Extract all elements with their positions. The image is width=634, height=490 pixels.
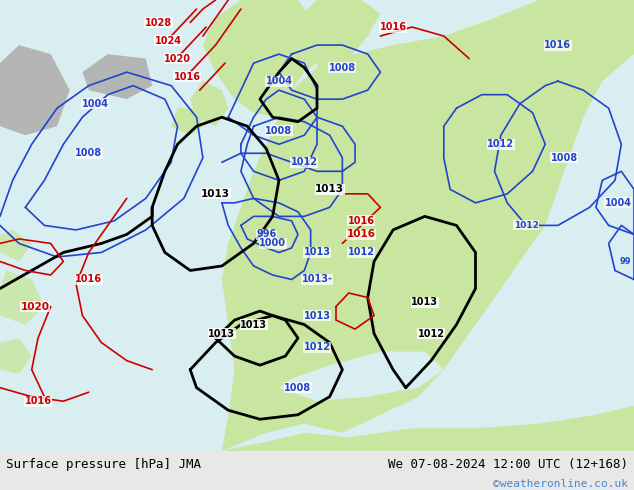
Polygon shape — [82, 54, 152, 99]
Text: 1013: 1013 — [411, 297, 438, 307]
Text: 1013: 1013 — [304, 311, 330, 320]
Text: 99: 99 — [619, 257, 631, 266]
Text: 1013: 1013 — [304, 247, 330, 257]
Text: 1004: 1004 — [82, 98, 108, 109]
Text: 1016: 1016 — [75, 274, 102, 285]
Polygon shape — [171, 108, 203, 135]
Text: We 07-08-2024 12:00 UTC (12+168): We 07-08-2024 12:00 UTC (12+168) — [387, 458, 628, 471]
Text: 1008: 1008 — [551, 153, 578, 163]
Text: 1012: 1012 — [418, 329, 444, 339]
Text: 1008: 1008 — [75, 148, 102, 158]
Text: 1008: 1008 — [266, 126, 292, 136]
Text: 1008: 1008 — [285, 383, 311, 392]
Polygon shape — [222, 0, 634, 451]
Text: 1020: 1020 — [164, 53, 191, 64]
Text: 1012: 1012 — [348, 247, 375, 257]
Text: 1013: 1013 — [315, 184, 344, 195]
Text: 1016: 1016 — [174, 72, 200, 82]
Text: 1016: 1016 — [545, 40, 571, 50]
Text: 1016: 1016 — [347, 229, 376, 240]
Text: 1012: 1012 — [488, 139, 514, 149]
Text: 1013: 1013 — [240, 319, 267, 330]
Polygon shape — [190, 406, 634, 451]
Polygon shape — [298, 0, 380, 72]
Text: 1012: 1012 — [514, 221, 539, 230]
Polygon shape — [0, 230, 32, 262]
Text: 1004: 1004 — [266, 76, 292, 86]
Text: 1024: 1024 — [155, 36, 181, 46]
Text: 1012: 1012 — [304, 342, 330, 352]
Text: 1004: 1004 — [605, 198, 631, 208]
Polygon shape — [0, 270, 44, 324]
Text: ©weatheronline.co.uk: ©weatheronline.co.uk — [493, 479, 628, 489]
Text: 1013: 1013 — [209, 329, 235, 339]
Text: 1016: 1016 — [25, 396, 51, 406]
Text: Surface pressure [hPa] JMA: Surface pressure [hPa] JMA — [6, 458, 202, 471]
Polygon shape — [203, 0, 330, 117]
Text: 1013: 1013 — [201, 189, 230, 199]
Polygon shape — [0, 338, 32, 374]
Text: 1028: 1028 — [145, 18, 172, 27]
Text: 1008: 1008 — [329, 63, 356, 73]
Text: 1013-: 1013- — [302, 274, 332, 285]
Text: 996: 996 — [256, 229, 276, 240]
Polygon shape — [190, 81, 228, 126]
Text: 1012: 1012 — [291, 157, 318, 167]
Text: 1000: 1000 — [259, 239, 286, 248]
Text: 1016: 1016 — [348, 216, 375, 226]
Text: 1016: 1016 — [380, 22, 406, 32]
Polygon shape — [279, 352, 444, 401]
Polygon shape — [0, 45, 70, 135]
Text: 1020: 1020 — [20, 301, 49, 312]
